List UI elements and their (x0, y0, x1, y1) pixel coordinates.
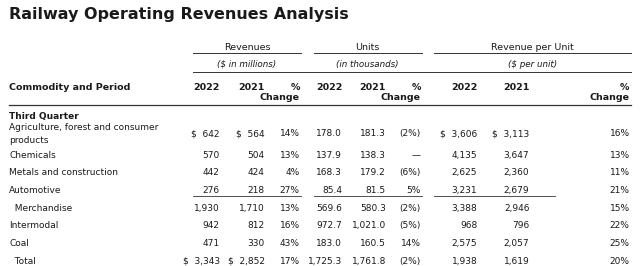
Text: %
Change: % Change (589, 83, 630, 102)
Text: $  2,852: $ 2,852 (228, 257, 265, 266)
Text: 4%: 4% (285, 168, 300, 177)
Text: 570: 570 (202, 151, 220, 160)
Text: 22%: 22% (610, 221, 630, 230)
Text: Agriculture, forest and consumer: Agriculture, forest and consumer (9, 123, 159, 132)
Text: 1,938: 1,938 (452, 257, 477, 266)
Text: 2,575: 2,575 (452, 239, 477, 248)
Text: 179.2: 179.2 (360, 168, 386, 177)
Text: 1,725.3: 1,725.3 (308, 257, 342, 266)
Text: 4,135: 4,135 (452, 151, 477, 160)
Text: 11%: 11% (609, 168, 630, 177)
Text: 796: 796 (512, 221, 529, 230)
Text: 2,057: 2,057 (504, 239, 529, 248)
Text: Revenue per Unit: Revenue per Unit (491, 43, 574, 52)
Text: 14%: 14% (280, 129, 300, 138)
Text: Metals and construction: Metals and construction (9, 168, 118, 177)
Text: Chemicals: Chemicals (9, 151, 56, 160)
Text: $  3,606: $ 3,606 (440, 129, 477, 138)
Text: 160.5: 160.5 (360, 239, 386, 248)
Text: 13%: 13% (280, 151, 300, 160)
Text: Third Quarter: Third Quarter (9, 112, 79, 121)
Text: products: products (9, 136, 49, 145)
Text: 968: 968 (460, 221, 477, 230)
Text: 942: 942 (203, 221, 220, 230)
Text: 812: 812 (248, 221, 265, 230)
Text: 14%: 14% (401, 239, 421, 248)
Text: 16%: 16% (280, 221, 300, 230)
Text: (5%): (5%) (399, 221, 421, 230)
Text: $  3,343: $ 3,343 (182, 257, 220, 266)
Text: Coal: Coal (9, 239, 29, 248)
Text: 569.6: 569.6 (316, 204, 342, 213)
Text: 3,388: 3,388 (452, 204, 477, 213)
Text: 25%: 25% (610, 239, 630, 248)
Text: 27%: 27% (280, 186, 300, 195)
Text: 2021: 2021 (360, 83, 386, 92)
Text: 17%: 17% (280, 257, 300, 266)
Text: (in thousands): (in thousands) (337, 60, 399, 69)
Text: 972.7: 972.7 (316, 221, 342, 230)
Text: 1,710: 1,710 (239, 204, 265, 213)
Text: 43%: 43% (280, 239, 300, 248)
Text: ($ per unit): ($ per unit) (508, 60, 557, 69)
Text: —: — (412, 151, 421, 160)
Text: %
Change: % Change (381, 83, 421, 102)
Text: 2021: 2021 (239, 83, 265, 92)
Text: 1,930: 1,930 (194, 204, 220, 213)
Text: 442: 442 (203, 168, 220, 177)
Text: 2021: 2021 (503, 83, 529, 92)
Text: 218: 218 (248, 186, 265, 195)
Text: 1,021.0: 1,021.0 (352, 221, 386, 230)
Text: Commodity and Period: Commodity and Period (9, 83, 131, 92)
Text: 137.9: 137.9 (316, 151, 342, 160)
Text: (2%): (2%) (399, 204, 421, 213)
Text: (6%): (6%) (399, 168, 421, 177)
Text: 2,946: 2,946 (504, 204, 529, 213)
Text: 2022: 2022 (193, 83, 220, 92)
Text: 13%: 13% (609, 151, 630, 160)
Text: 2022: 2022 (316, 83, 342, 92)
Text: Revenues: Revenues (224, 43, 270, 52)
Text: 2022: 2022 (451, 83, 477, 92)
Text: 1,619: 1,619 (504, 257, 529, 266)
Text: 330: 330 (248, 239, 265, 248)
Text: 580.3: 580.3 (360, 204, 386, 213)
Text: 276: 276 (203, 186, 220, 195)
Text: 178.0: 178.0 (316, 129, 342, 138)
Text: Intermodal: Intermodal (9, 221, 58, 230)
Text: $  3,113: $ 3,113 (492, 129, 529, 138)
Text: 504: 504 (248, 151, 265, 160)
Text: 85.4: 85.4 (322, 186, 342, 195)
Text: 168.3: 168.3 (316, 168, 342, 177)
Text: $  642: $ 642 (191, 129, 220, 138)
Text: 2,625: 2,625 (452, 168, 477, 177)
Text: 16%: 16% (609, 129, 630, 138)
Text: 471: 471 (203, 239, 220, 248)
Text: Merchandise: Merchandise (9, 204, 72, 213)
Text: Railway Operating Revenues Analysis: Railway Operating Revenues Analysis (9, 7, 349, 23)
Text: 3,231: 3,231 (452, 186, 477, 195)
Text: 1,761.8: 1,761.8 (351, 257, 386, 266)
Text: 81.5: 81.5 (366, 186, 386, 195)
Text: 183.0: 183.0 (316, 239, 342, 248)
Text: (2%): (2%) (399, 257, 421, 266)
Text: 13%: 13% (280, 204, 300, 213)
Text: Total: Total (9, 257, 36, 266)
Text: 138.3: 138.3 (360, 151, 386, 160)
Text: %
Change: % Change (260, 83, 300, 102)
Text: 5%: 5% (406, 186, 421, 195)
Text: 181.3: 181.3 (360, 129, 386, 138)
Text: Automotive: Automotive (9, 186, 61, 195)
Text: Units: Units (355, 43, 380, 52)
Text: 21%: 21% (610, 186, 630, 195)
Text: (2%): (2%) (399, 129, 421, 138)
Text: 3,647: 3,647 (504, 151, 529, 160)
Text: 424: 424 (248, 168, 265, 177)
Text: $  564: $ 564 (236, 129, 265, 138)
Text: 15%: 15% (609, 204, 630, 213)
Text: 2,679: 2,679 (504, 186, 529, 195)
Text: ($ in millions): ($ in millions) (218, 60, 276, 69)
Text: 2,360: 2,360 (504, 168, 529, 177)
Text: 20%: 20% (610, 257, 630, 266)
